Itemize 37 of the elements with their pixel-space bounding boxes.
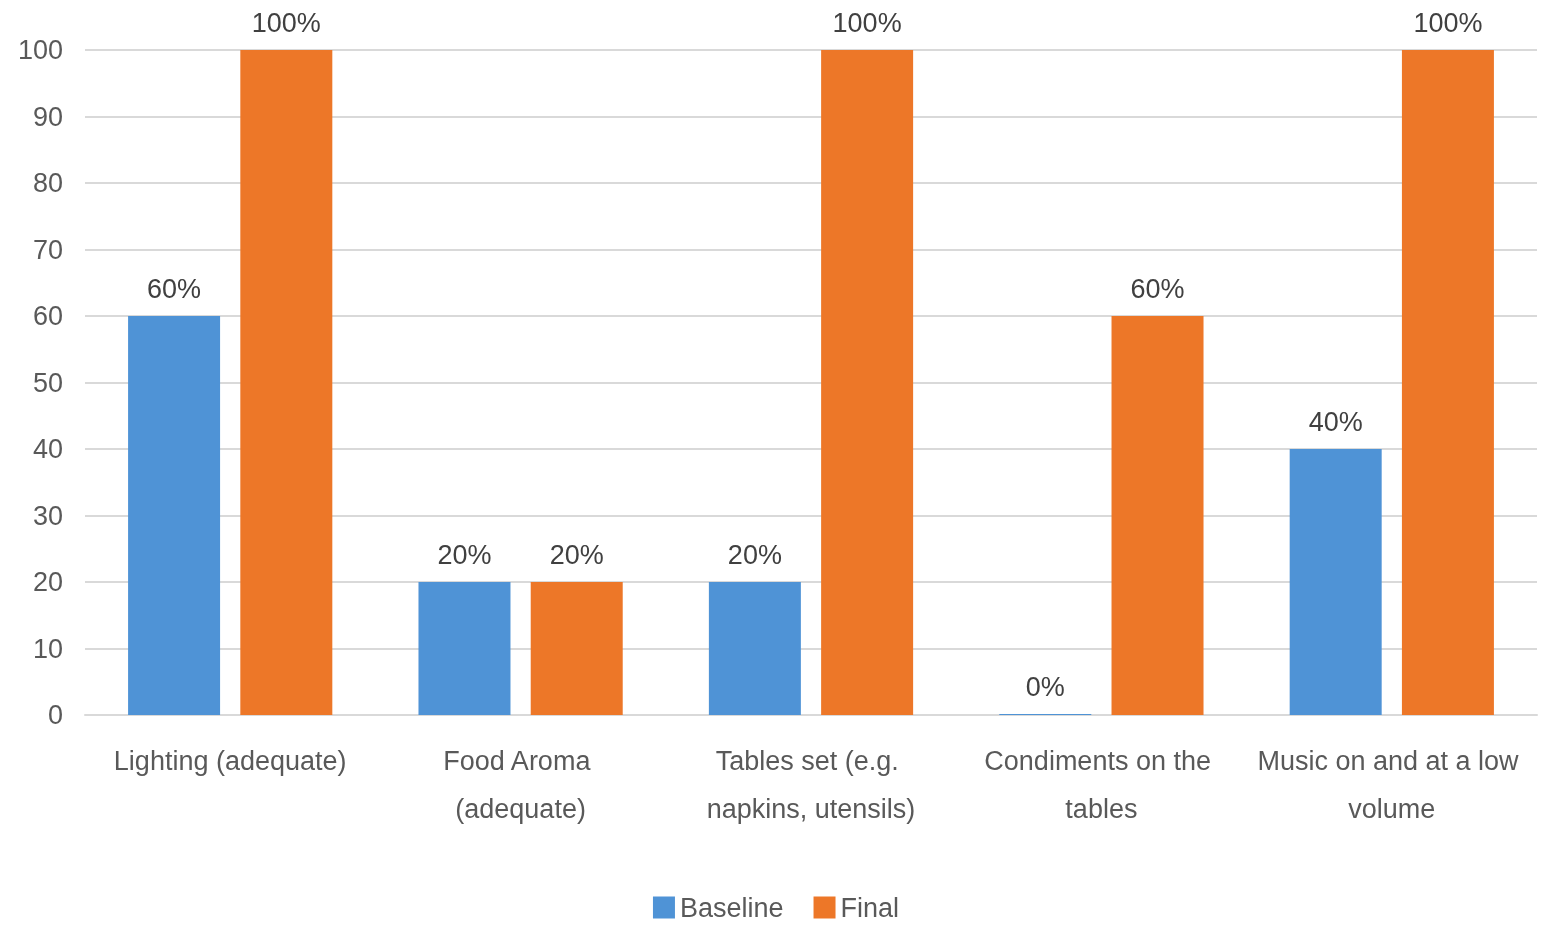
bar [1289,449,1382,715]
data-label: 20% [437,539,492,570]
x-tick-label: Food Aroma (adequate) [443,746,598,824]
x-tick-label: Music on and at a low volume [1257,746,1527,824]
legend-label: Final [840,892,900,923]
bar [1111,316,1204,715]
y-tick-label: 70 [32,234,63,265]
y-tick-label: 0 [47,700,63,730]
data-label: 100% [251,7,321,38]
bar [530,582,623,715]
bar [708,582,801,715]
y-tick-label: 80 [32,168,63,198]
data-label: 100% [832,7,902,38]
y-tick-label: 60 [32,301,63,331]
y-tick-label: 10 [32,633,63,664]
bar [1401,50,1494,715]
y-tick-label: 20 [32,567,63,597]
y-tick-label: 40 [32,434,63,464]
bar [821,50,914,715]
y-tick-label: 100 [17,35,63,65]
x-tick-label: Condiments on the tables [984,746,1219,824]
data-label: 0% [1025,671,1065,702]
data-label: 60% [147,273,202,304]
legend-label: Baseline [679,892,784,923]
y-tick-label: 90 [32,101,63,132]
bar [128,316,221,715]
data-label: 40% [1308,406,1363,437]
y-tick-label: 30 [32,500,63,531]
data-label: 100% [1413,7,1483,38]
bar [418,582,511,715]
x-tick-label: Tables set (e.g. napkins, utensils) [706,746,916,824]
data-label: 60% [1130,273,1185,304]
x-tick-label: Lighting (adequate) [113,746,347,776]
data-label: 20% [549,539,604,570]
data-label: 20% [727,539,782,570]
bar [240,50,333,715]
y-tick-label: 50 [32,367,63,398]
